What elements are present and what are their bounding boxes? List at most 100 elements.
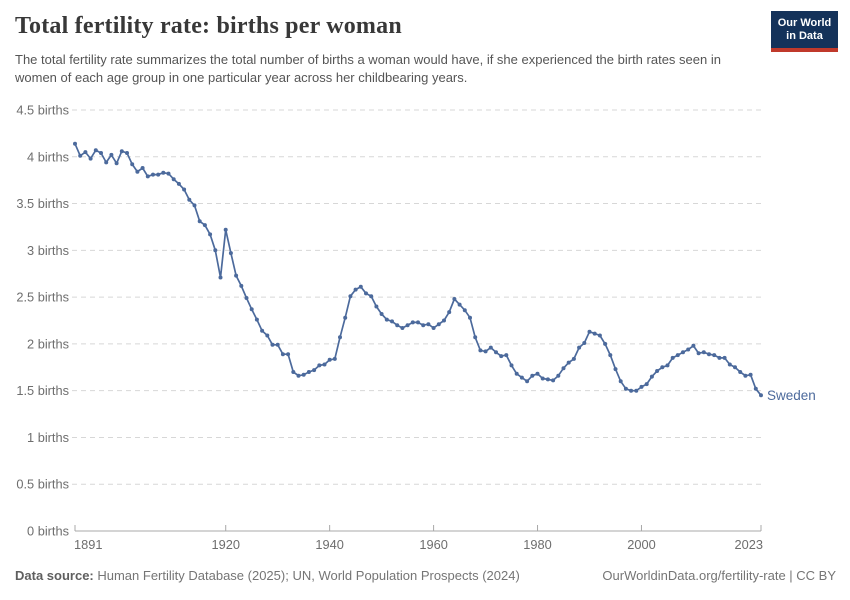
data-source-text: Human Fertility Database (2025); UN, Wor…	[93, 568, 520, 583]
x-tick-label: 1940	[315, 537, 343, 552]
data-point	[249, 307, 254, 312]
data-point	[130, 162, 135, 167]
data-point	[478, 348, 483, 353]
data-point	[504, 353, 509, 358]
data-point	[338, 335, 342, 340]
data-point	[691, 343, 696, 348]
owid-logo-line1: Our World	[777, 16, 832, 29]
data-point	[592, 331, 597, 336]
y-tick-label: 4.5 births	[16, 103, 69, 118]
data-point	[364, 291, 368, 296]
owid-logo[interactable]: Our World in Data	[771, 11, 838, 52]
data-point	[405, 323, 410, 328]
data-point	[457, 302, 462, 307]
x-tick-label: 1891	[74, 537, 102, 552]
data-point	[587, 329, 592, 334]
data-point	[322, 362, 327, 367]
y-tick-label: 3.5 births	[16, 196, 69, 211]
data-point	[468, 315, 472, 320]
data-point	[88, 156, 93, 161]
data-point	[275, 342, 280, 347]
data-point	[525, 379, 530, 384]
data-point	[597, 333, 602, 338]
data-point	[228, 251, 233, 256]
data-point	[514, 371, 519, 376]
data-point	[577, 345, 582, 350]
data-point	[535, 371, 540, 376]
data-point	[395, 323, 400, 328]
data-point	[681, 350, 685, 355]
data-point	[634, 388, 639, 393]
data-point	[675, 353, 680, 358]
data-point	[348, 294, 353, 299]
data-point	[410, 320, 415, 325]
y-tick-label: 0.5 births	[16, 477, 69, 492]
x-tick-label: 1960	[419, 537, 447, 552]
data-point	[608, 353, 613, 358]
data-point	[556, 373, 561, 378]
data-point	[629, 388, 634, 393]
data-point	[660, 365, 665, 370]
data-point	[566, 360, 571, 365]
data-point	[280, 352, 285, 357]
data-point	[733, 365, 737, 370]
x-tick-label: 1920	[211, 537, 239, 552]
data-point	[197, 219, 202, 224]
data-point	[582, 341, 587, 345]
data-point	[202, 223, 207, 228]
data-point	[390, 319, 394, 324]
data-point	[759, 393, 763, 398]
data-point	[213, 248, 218, 253]
data-point	[436, 322, 441, 327]
data-point	[473, 335, 478, 340]
data-point	[83, 150, 88, 155]
data-point	[166, 171, 171, 176]
data-point	[712, 353, 717, 358]
data-point	[156, 172, 161, 177]
y-tick-label: 1 births	[27, 430, 69, 445]
data-point	[151, 172, 155, 177]
x-tick-label: 2000	[627, 537, 655, 552]
data-point	[613, 367, 618, 372]
data-point	[509, 363, 514, 368]
y-tick-label: 4 births	[27, 149, 69, 164]
data-point	[140, 166, 145, 170]
data-point	[462, 308, 467, 313]
owid-logo-line2: in Data	[786, 29, 823, 42]
data-point	[161, 170, 166, 175]
data-point	[332, 356, 337, 361]
data-point	[738, 370, 743, 374]
data-point	[176, 181, 181, 186]
data-point	[93, 148, 98, 153]
data-point	[73, 141, 77, 146]
data-point	[379, 312, 384, 316]
data-point	[530, 373, 535, 378]
data-point	[187, 197, 192, 202]
data-point	[171, 177, 176, 182]
data-point	[431, 326, 436, 330]
data-point	[260, 328, 265, 333]
data-point	[218, 275, 223, 280]
data-point	[327, 357, 332, 362]
data-point	[296, 373, 301, 378]
data-point	[442, 318, 446, 323]
y-tick-label: 0 births	[27, 524, 69, 539]
data-source-label: Data source:	[15, 568, 94, 583]
data-point	[291, 370, 296, 374]
chart-subtitle: The total fertility rate summarizes the …	[15, 52, 721, 86]
data-point	[234, 273, 239, 278]
citation-link[interactable]: OurWorldinData.org/fertility-rate | CC B…	[602, 568, 836, 583]
data-point	[208, 232, 213, 237]
data-source: Data source: Human Fertility Database (2…	[15, 568, 520, 583]
data-point	[306, 370, 311, 374]
data-point	[686, 347, 691, 352]
page-title: Total fertility rate: births per woman	[15, 13, 402, 39]
data-point	[125, 151, 129, 155]
data-point	[358, 284, 363, 289]
series-end-label: Sweden	[767, 388, 816, 403]
x-tick-label: 1980	[523, 537, 551, 552]
data-point	[182, 187, 187, 192]
data-point	[748, 372, 753, 377]
